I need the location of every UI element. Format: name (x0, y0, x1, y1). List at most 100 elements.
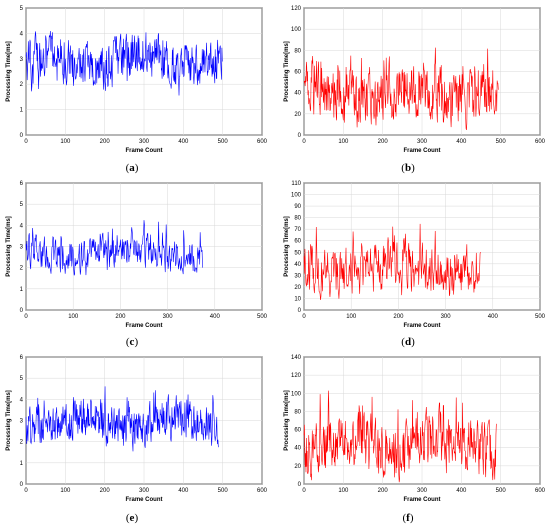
y-tick-label: 0 (20, 133, 24, 139)
x-tick-label: 100 (60, 488, 71, 494)
grid (303, 182, 541, 311)
y-tick-label: 10 (294, 296, 301, 302)
y-tick-label: 120 (291, 373, 302, 379)
y-tick-label: 0 (20, 482, 24, 488)
x-axis-label: Frame Count (125, 323, 162, 329)
y-tick-label: 100 (291, 391, 302, 397)
x-axis-label: Frame Count (403, 497, 440, 503)
x-tick-label: 200 (100, 488, 111, 494)
y-tick-label: 4 (20, 397, 24, 403)
x-tick-label: 600 (535, 139, 546, 145)
caption-c: (c) (125, 336, 139, 348)
x-tick-label: 300 (417, 488, 428, 494)
x-tick-label: 500 (218, 488, 229, 494)
y-tick-label: 5 (20, 202, 24, 208)
x-tick-label: 300 (163, 314, 174, 320)
y-tick-label: 100 (291, 27, 302, 33)
caption-a: (a) (125, 162, 139, 174)
y-axis-label: Processing Time[ms] (6, 216, 12, 277)
y-tick-label: 0 (298, 133, 302, 139)
x-tick-label: 300 (441, 314, 452, 320)
y-tick-label: 5 (20, 6, 24, 12)
y-tick-label: 140 (291, 355, 302, 361)
x-tick-label: 100 (68, 314, 79, 320)
y-tick-label: 80 (294, 409, 301, 415)
x-tick-label: 600 (535, 488, 546, 494)
y-tick-label: 0 (20, 308, 24, 314)
y-tick-label: 90 (294, 204, 301, 210)
y-tick-label: 2 (20, 266, 24, 272)
x-tick-label: 100 (60, 139, 71, 145)
series-line (303, 47, 499, 131)
caption-d: (d) (401, 336, 415, 348)
y-tick-label: 50 (294, 250, 301, 256)
caption-f: (f) (402, 512, 414, 524)
y-tick-label: 120 (291, 6, 302, 12)
x-tick-label: 500 (218, 139, 229, 145)
x-tick-label: 100 (346, 314, 357, 320)
y-tick-label: 0 (298, 308, 302, 314)
y-tick-label: 60 (294, 239, 301, 245)
x-axis-label: Frame Count (125, 497, 162, 503)
y-axis-label: Processing Time[ms] (284, 41, 290, 102)
series-line (25, 220, 203, 276)
y-tick-label: 4 (20, 223, 24, 229)
grid (25, 7, 263, 136)
y-tick-label: 40 (294, 446, 301, 452)
x-axis-label: Frame Count (403, 148, 440, 154)
y-axis-label: Processing Time[ms] (284, 390, 290, 451)
caption-b: (b) (401, 162, 415, 174)
x-tick-label: 300 (139, 488, 150, 494)
x-tick-label: 0 (302, 488, 306, 494)
y-tick-label: 1 (20, 108, 24, 114)
x-tick-label: 100 (338, 139, 349, 145)
x-tick-label: 500 (257, 314, 268, 320)
y-axis-label: Processing Time[ms] (284, 216, 290, 277)
y-axis-label: Processing Time[ms] (6, 41, 12, 102)
y-tick-label: 110 (291, 181, 301, 187)
y-tick-label: 100 (291, 193, 302, 199)
x-tick-label: 400 (178, 139, 189, 145)
y-tick-label: 30 (294, 273, 301, 279)
y-tick-label: 6 (20, 181, 24, 187)
chart-c: 0 100 200 300 400 500 0 1 2 3 4 5 6 Frame Count Proces… (6, 181, 268, 329)
series-line (303, 223, 481, 300)
x-tick-label: 400 (456, 488, 467, 494)
chart-a: 0 100 200 300 400 500 600 0 1 2 3 4 5 Frame Count Proc… (6, 6, 268, 154)
y-tick-label: 3 (20, 245, 24, 251)
y-tick-label: 2 (20, 440, 24, 446)
x-tick-label: 0 (24, 488, 28, 494)
x-tick-label: 400 (210, 314, 221, 320)
x-tick-label: 0 (302, 314, 306, 320)
x-tick-label: 500 (496, 488, 507, 494)
y-tick-label: 20 (294, 112, 301, 118)
y-tick-label: 1 (20, 287, 24, 293)
y-tick-label: 20 (294, 464, 301, 470)
x-tick-label: 500 (496, 139, 507, 145)
x-tick-label: 0 (24, 314, 28, 320)
y-tick-label: 5 (20, 376, 24, 382)
y-tick-label: 80 (294, 216, 301, 222)
series-line (303, 390, 497, 483)
x-tick-label: 200 (378, 488, 389, 494)
caption-e: (e) (125, 512, 139, 524)
x-axis-label: Frame Count (125, 148, 162, 154)
x-axis-label: Frame Count (403, 323, 440, 329)
y-tick-label: 40 (294, 262, 301, 268)
y-tick-label: 20 (294, 285, 301, 291)
x-tick-label: 400 (456, 139, 467, 145)
y-tick-label: 6 (20, 355, 24, 361)
y-tick-label: 70 (294, 227, 301, 233)
series-line (25, 30, 223, 96)
y-axis-label: Processing Time[ms] (6, 390, 12, 451)
x-tick-label: 0 (302, 139, 306, 145)
y-tick-label: 3 (20, 419, 24, 425)
x-tick-label: 200 (378, 139, 389, 145)
y-tick-label: 60 (294, 70, 301, 76)
y-tick-label: 3 (20, 57, 24, 63)
x-tick-label: 200 (393, 314, 404, 320)
x-tick-label: 0 (24, 139, 28, 145)
x-tick-label: 200 (115, 314, 126, 320)
x-tick-label: 200 (100, 139, 111, 145)
series-line (25, 386, 219, 452)
